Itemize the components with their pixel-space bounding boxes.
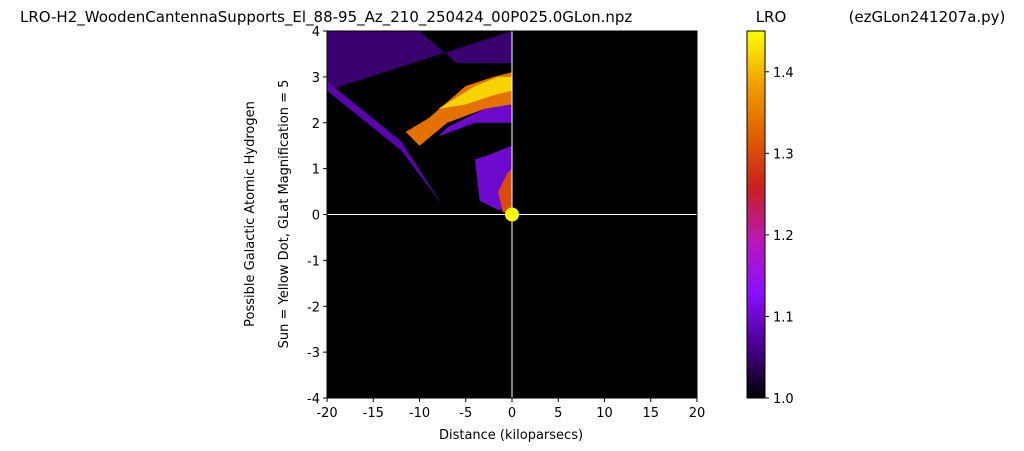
x-tick-label: 20: [689, 406, 706, 421]
script-label: (ezGLon241207a.py): [849, 8, 1006, 26]
y-axis-label-line-2: Sun = Yellow Dot, GLat Magnification = 5: [277, 80, 292, 349]
region-outer-haze: [327, 31, 512, 91]
y-tick-label: -2: [307, 300, 320, 315]
plot-area: [326, 30, 698, 399]
y-tick-label: 0: [312, 209, 320, 224]
x-tick-label: 5: [554, 406, 562, 421]
chart-title: LRO-H2_WoodenCantennaSupports_El_88-95_A…: [20, 8, 632, 27]
x-tick-label: -15: [363, 406, 384, 421]
x-tick-label: -10: [409, 406, 430, 421]
x-axis-ticks: -20 -15 -10 -5 0 5 10 15 20: [316, 398, 705, 421]
colorbar-gradient: [746, 30, 766, 399]
y-tick-label: -1: [307, 254, 320, 269]
y-tick-label: 1: [312, 163, 320, 178]
sun-marker: [505, 207, 519, 222]
y-axis-label-line-1: Possible Galactic Atomic Hydrogen: [243, 101, 258, 327]
colorbar-title: LRO: [756, 8, 787, 26]
x-axis-label: Distance (kiloparsecs): [439, 428, 583, 443]
x-tick-label: 15: [642, 406, 659, 421]
y-axis-ticks: -4 -3 -2 -1 0 1 2 3 4: [307, 25, 327, 407]
x-tick-label: -5: [459, 406, 472, 421]
colorbar-ticks: 1.0 1.1 1.2 1.3 1.4: [765, 66, 794, 407]
hydrogen-regions: [327, 31, 512, 213]
y-tick-label: 3: [312, 71, 320, 86]
y-tick-label: -3: [307, 346, 320, 361]
colorbar-tick-label: 1.3: [773, 147, 794, 162]
x-tick-label: 10: [596, 406, 613, 421]
x-tick-label: -20: [316, 406, 337, 421]
y-tick-label: 4: [312, 25, 320, 40]
region-near-sun-arm: [498, 168, 512, 213]
region-main-arm-core: [438, 76, 512, 109]
y-tick-label: -4: [307, 392, 320, 407]
colorbar: 1.0 1.1 1.2 1.3 1.4: [746, 30, 794, 407]
y-tick-label: 2: [312, 117, 320, 132]
region-inner-violet: [424, 104, 512, 151]
colorbar-tick-label: 1.4: [773, 66, 794, 81]
x-tick-label: 0: [508, 406, 516, 421]
colorbar-tick-label: 1.2: [773, 229, 794, 244]
colorbar-tick-label: 1.1: [773, 310, 794, 325]
colorbar-tick-label: 1.0: [773, 392, 794, 407]
region-left-wedge: [327, 81, 443, 206]
